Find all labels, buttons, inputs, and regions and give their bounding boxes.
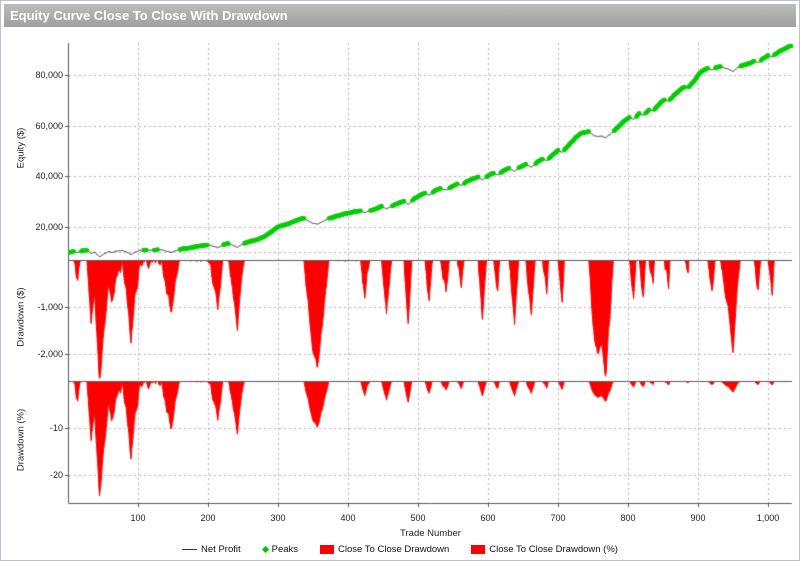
- legend-label-drawdown-percent: Close To Close Drawdown (%): [489, 544, 618, 555]
- y-tick-label-equity: 40,000: [35, 171, 63, 182]
- x-tick-label: 200: [200, 513, 216, 523]
- legend-label-net-profit: Net Profit: [201, 544, 241, 555]
- x-tick-label: 500: [410, 513, 426, 523]
- x-tick-label: 1,000: [756, 513, 780, 523]
- drawdown-dollars-swatch-icon: [320, 545, 335, 554]
- drawdown-dollars-axis-title: Drawdown ($): [15, 287, 27, 347]
- x-tick-label: 300: [270, 513, 286, 523]
- x-tick-label: 700: [550, 513, 566, 523]
- legend-item-peaks: Peaks: [261, 544, 299, 555]
- y-tick-label-dd_percent: -10: [49, 423, 63, 434]
- legend-item-drawdown-dollars: Close To Close Drawdown: [320, 544, 449, 555]
- legend-label-peaks: Peaks: [271, 544, 299, 555]
- x-tick-label: 800: [620, 513, 636, 523]
- legend: Net Profit Peaks Close To Close Drawdown…: [1, 544, 799, 555]
- x-tick-label: 900: [690, 513, 706, 523]
- legend-item-net-profit: Net Profit: [182, 544, 241, 555]
- legend-item-drawdown-percent: Close To Close Drawdown (%): [471, 544, 618, 555]
- y-tick-label-dd_dollars: -2,000: [37, 349, 63, 359]
- equity-axis-title: Equity ($): [15, 127, 27, 169]
- legend-label-drawdown-dollars: Close To Close Drawdown: [338, 544, 450, 555]
- net-profit-line-icon: [182, 549, 198, 550]
- y-tick-label-dd_dollars: -1,000: [37, 302, 63, 312]
- drawdown-percent-axis-title: Drawdown (%): [15, 408, 27, 472]
- drawdown-percent-swatch-icon: [471, 545, 486, 554]
- y-tick-label-equity: 80,000: [35, 70, 63, 81]
- x-tick-label: 100: [130, 513, 146, 523]
- peaks-diamond-icon: [261, 545, 269, 554]
- y-tick-label-equity: 20,000: [35, 221, 63, 232]
- x-axis-title: Trade Number: [400, 528, 461, 539]
- y-tick-label-dd_percent: -20: [49, 470, 63, 481]
- x-tick-label: 400: [340, 513, 356, 523]
- y-tick-label-equity: 60,000: [35, 120, 63, 131]
- x-tick-label: 600: [480, 513, 496, 523]
